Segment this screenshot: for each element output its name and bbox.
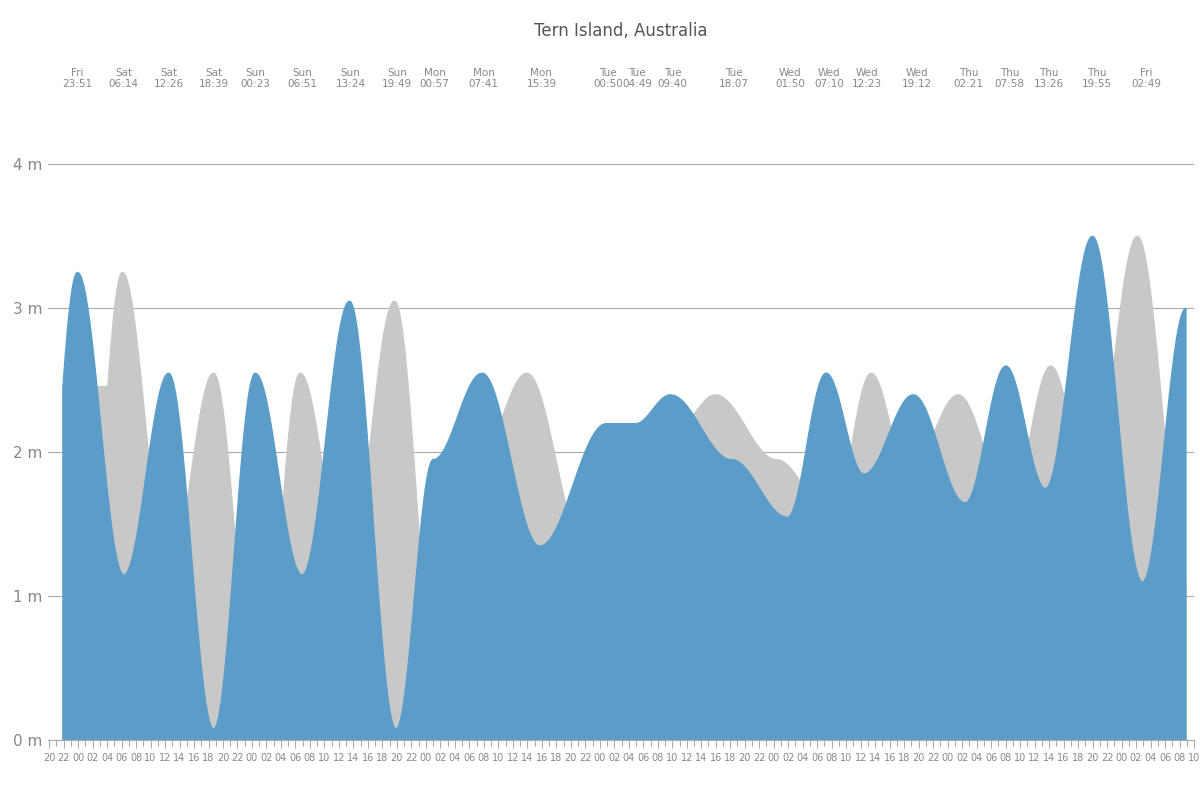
Title: Tern Island, Australia: Tern Island, Australia [534,22,708,41]
